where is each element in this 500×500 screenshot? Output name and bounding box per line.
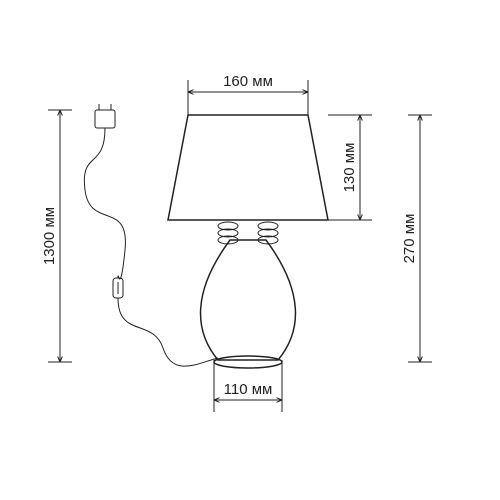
dim-total-height: 270 мм: [401, 214, 418, 264]
dim-base-width: 110 мм: [224, 381, 273, 398]
plug-icon: [95, 110, 115, 128]
lamp-shade: [168, 115, 328, 220]
dim-shade-height: 130 мм: [341, 143, 358, 193]
lamp-dimension-diagram: 160 мм 110 мм 130 мм 270 мм 1300 мм: [0, 0, 500, 500]
dim-cord-length: 1300 мм: [41, 207, 58, 265]
lamp-base: [201, 240, 296, 360]
dim-shade-width: 160 мм: [223, 73, 273, 90]
power-cord: [84, 128, 125, 279]
lamp-foot: [214, 356, 282, 368]
